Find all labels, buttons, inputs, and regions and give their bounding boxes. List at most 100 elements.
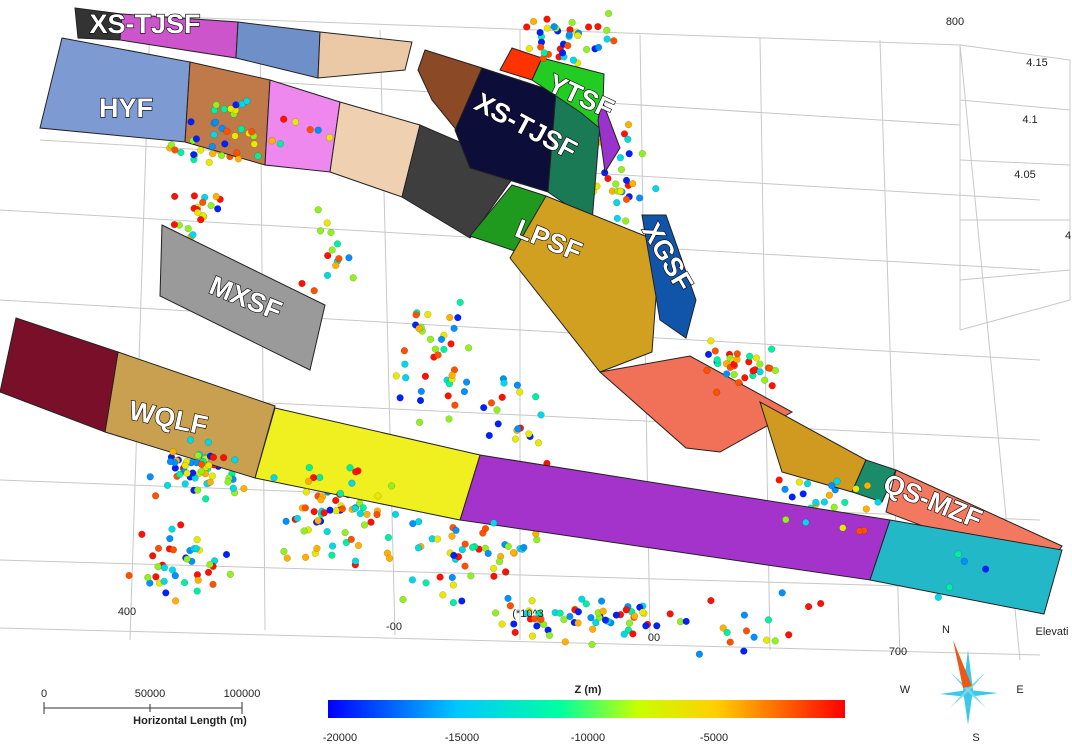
earthquake bbox=[431, 345, 440, 353]
earthquake bbox=[828, 481, 836, 490]
earthquake bbox=[310, 507, 318, 516]
earthquake bbox=[537, 615, 545, 624]
earthquake bbox=[328, 551, 336, 559]
earthquake bbox=[187, 118, 195, 126]
earthquake bbox=[219, 454, 228, 462]
earthquake bbox=[193, 587, 201, 595]
fault-segment bbox=[509, 195, 661, 373]
earthquake bbox=[399, 595, 407, 604]
fault-segment bbox=[0, 317, 119, 433]
earthquake bbox=[341, 528, 349, 537]
earthquake bbox=[489, 564, 498, 573]
earthquake bbox=[333, 240, 342, 248]
earthquake bbox=[166, 534, 174, 543]
fault-segment bbox=[598, 355, 794, 453]
earthquake bbox=[830, 503, 838, 511]
fault-segment bbox=[235, 21, 321, 79]
earthquake bbox=[408, 576, 417, 584]
earthquake bbox=[768, 382, 776, 390]
earthquake bbox=[160, 564, 169, 572]
earthquake bbox=[568, 18, 576, 27]
earthquake bbox=[146, 473, 154, 481]
earthquake bbox=[620, 630, 628, 638]
earthquake bbox=[171, 192, 179, 201]
earthquake bbox=[181, 480, 189, 488]
earthquake bbox=[509, 548, 518, 557]
earthquake bbox=[205, 158, 213, 167]
earthquake bbox=[171, 597, 180, 605]
earthquake bbox=[525, 430, 533, 438]
earthquake bbox=[177, 521, 185, 529]
earthquake bbox=[352, 468, 360, 476]
earthquake bbox=[347, 535, 355, 544]
earthquake bbox=[151, 492, 160, 500]
earthquake bbox=[401, 360, 409, 368]
earthquake bbox=[448, 371, 456, 379]
earthquake bbox=[211, 118, 220, 126]
earthquake bbox=[301, 504, 310, 512]
earthquake bbox=[467, 572, 475, 580]
earthquake bbox=[168, 525, 176, 533]
earthquake bbox=[612, 180, 620, 188]
earthquake bbox=[452, 526, 460, 535]
earthquake bbox=[154, 563, 162, 571]
colorbar-tick: -15000 bbox=[445, 732, 479, 744]
earthquake bbox=[852, 485, 860, 493]
earthquake bbox=[839, 524, 847, 532]
earthquake bbox=[543, 24, 551, 32]
earthquake bbox=[464, 344, 473, 352]
earthquake bbox=[171, 572, 179, 580]
earthquake bbox=[248, 128, 256, 136]
earthquake bbox=[511, 435, 520, 443]
colorbar: Z (m) -20000 -15000 -10000 -5000 bbox=[323, 684, 845, 744]
earthquake bbox=[385, 554, 394, 562]
earthquake bbox=[528, 632, 537, 640]
earthquake bbox=[208, 142, 216, 151]
earthquake bbox=[874, 498, 882, 506]
earthquake bbox=[192, 135, 201, 143]
earthquake bbox=[775, 476, 783, 484]
axis-label: -00 bbox=[386, 621, 402, 633]
earthquake bbox=[184, 224, 192, 233]
earthquake bbox=[314, 126, 322, 134]
earthquake bbox=[170, 220, 179, 229]
earthquake bbox=[221, 140, 229, 148]
earthquake bbox=[243, 97, 251, 105]
earthquake bbox=[416, 396, 425, 405]
earthquake bbox=[537, 411, 545, 419]
earthquake bbox=[960, 557, 968, 565]
earthquake bbox=[604, 9, 613, 18]
earthquake bbox=[513, 381, 522, 389]
earthquake bbox=[597, 597, 606, 605]
earthquake bbox=[323, 527, 331, 536]
earthquake bbox=[168, 566, 177, 574]
earthquake bbox=[752, 354, 761, 362]
earthquake bbox=[359, 504, 367, 512]
earthquake bbox=[498, 620, 506, 628]
fault-segment bbox=[869, 519, 1063, 615]
earthquake bbox=[190, 150, 198, 159]
earthquake bbox=[160, 577, 168, 586]
earthquake bbox=[354, 541, 363, 550]
earthquake bbox=[622, 217, 630, 225]
earthquake bbox=[422, 579, 430, 587]
earthquake bbox=[171, 146, 179, 154]
earthquake bbox=[510, 620, 518, 628]
earthquake bbox=[444, 392, 452, 400]
earthquake bbox=[490, 519, 498, 527]
earthquake bbox=[183, 555, 191, 563]
earthquake bbox=[233, 149, 241, 157]
axis-label: 400 bbox=[118, 606, 136, 618]
earthquake bbox=[735, 378, 743, 387]
earthquake bbox=[439, 591, 447, 599]
earthquake bbox=[209, 580, 217, 589]
earthquake bbox=[336, 489, 345, 498]
earthquake bbox=[316, 227, 325, 235]
axis-label: Elevati bbox=[1035, 626, 1068, 638]
earthquake bbox=[387, 482, 396, 490]
axis-label: 4 bbox=[1065, 230, 1071, 242]
earthquake bbox=[163, 481, 172, 490]
earthquake bbox=[367, 518, 375, 526]
earthquake bbox=[192, 544, 200, 553]
earthquake bbox=[833, 477, 841, 485]
